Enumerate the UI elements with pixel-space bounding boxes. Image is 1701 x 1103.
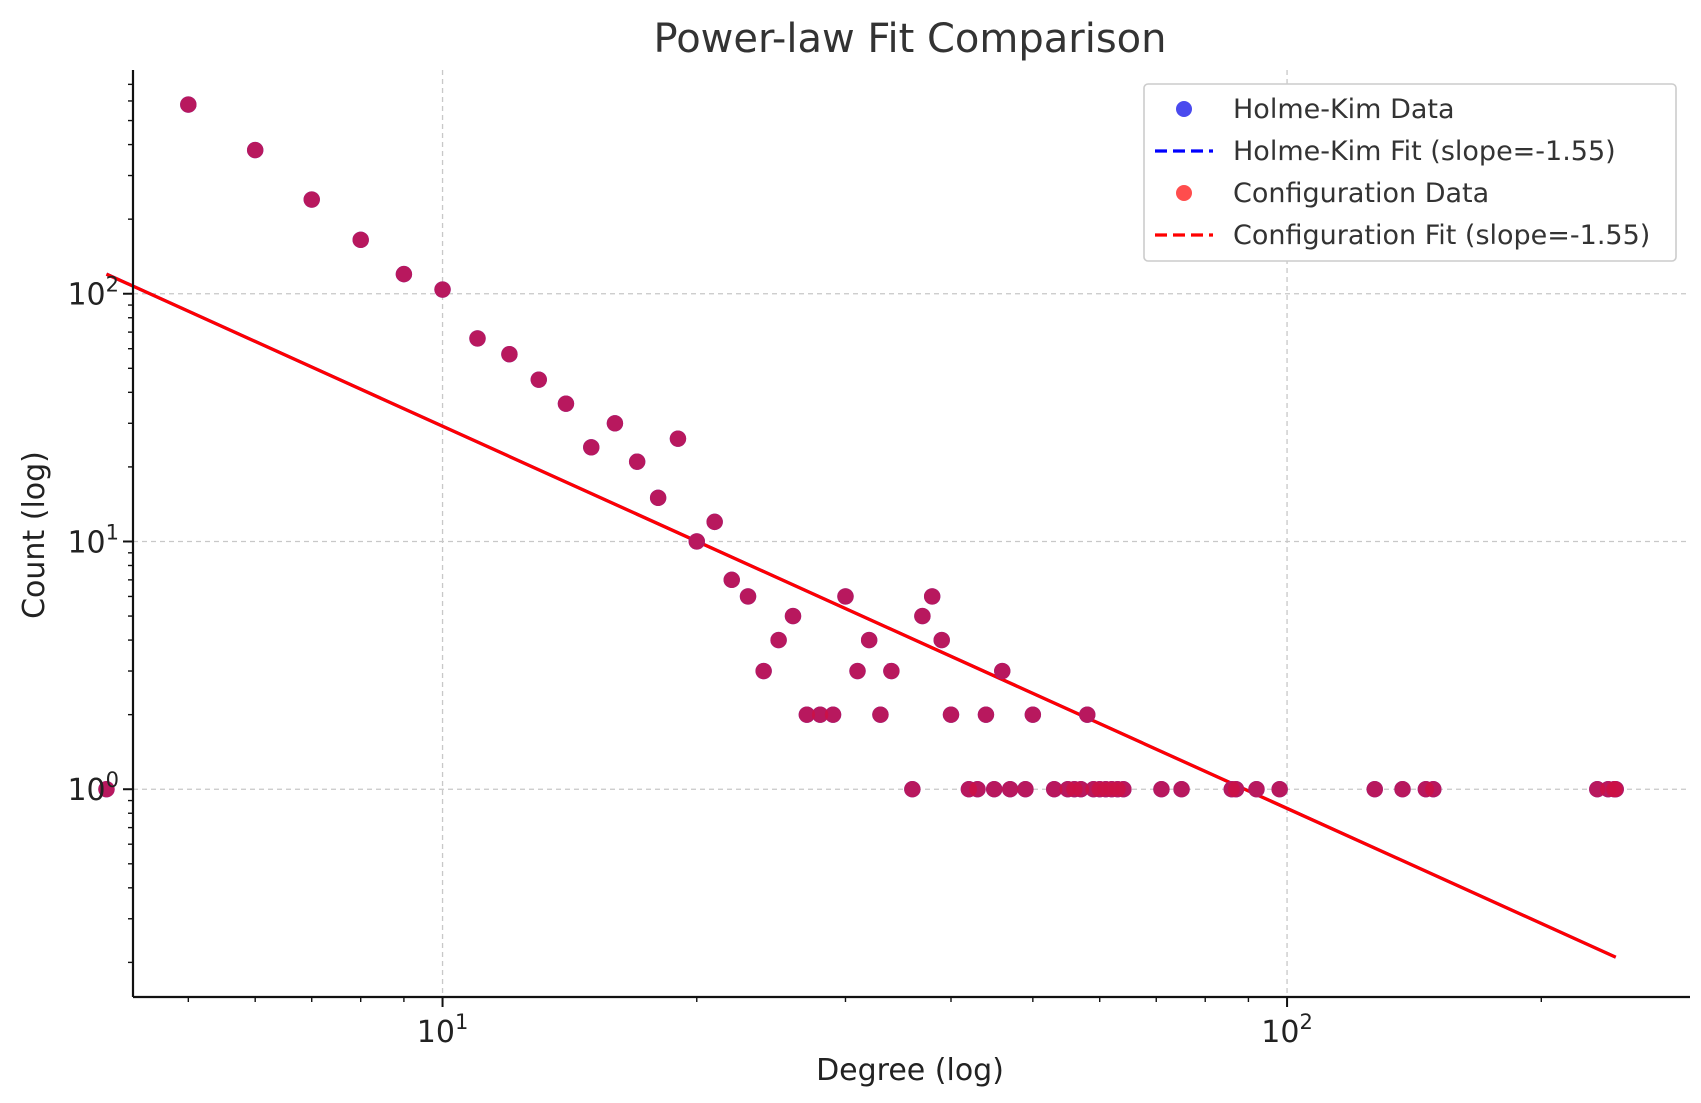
data-point — [933, 631, 950, 649]
data-point — [1046, 781, 1063, 798]
data-point — [1425, 781, 1442, 798]
data-point — [904, 781, 921, 798]
data-point — [837, 588, 854, 605]
data-point — [739, 588, 757, 605]
data-point — [942, 706, 960, 723]
data-point — [784, 607, 802, 625]
axis-ticks: 101 102 100 101 102 — [67, 273, 1312, 1050]
data-point — [860, 631, 878, 649]
x-tick-label: 102 — [1261, 1010, 1313, 1050]
data-point — [1607, 781, 1624, 798]
data-point — [969, 781, 986, 798]
data-point — [1248, 781, 1265, 798]
data-point — [469, 330, 486, 347]
data-point — [883, 662, 900, 680]
data-point — [872, 706, 889, 723]
data-point — [1394, 781, 1411, 798]
legend-label: Configuration Fit (slope=-1.55) — [1233, 220, 1650, 251]
data-point — [688, 533, 705, 550]
data-point — [303, 191, 320, 208]
data-point — [1001, 781, 1019, 798]
data-point — [628, 453, 646, 470]
data-point — [977, 706, 995, 723]
y-tick-label: 101 — [67, 520, 119, 560]
legend: Holme-Kim Data Holme-Kim Fit (slope=-1.55… — [1143, 83, 1677, 262]
data-point — [1079, 706, 1096, 723]
data-point — [606, 415, 624, 432]
data-point — [180, 96, 197, 113]
data-point — [583, 439, 600, 456]
data-point — [706, 513, 723, 531]
data-point — [770, 631, 787, 649]
legend-label: Holme-Kim Data — [1233, 94, 1455, 125]
fit-lines — [105, 272, 1617, 959]
data-point — [849, 662, 866, 680]
data-point — [1072, 781, 1090, 798]
data-point — [723, 571, 740, 589]
legend-marker-dot — [1176, 101, 1192, 117]
data-point — [755, 662, 772, 680]
data-point — [1271, 781, 1288, 798]
y-tick-label: 102 — [67, 273, 119, 313]
data-points — [98, 96, 1624, 798]
data-point — [811, 706, 829, 723]
data-point — [914, 607, 931, 625]
x-tick-label: 101 — [417, 1010, 469, 1050]
data-point — [557, 395, 575, 412]
x-axis-label: Degree (log) — [816, 1053, 1004, 1088]
data-point — [824, 706, 842, 723]
data-point — [434, 281, 451, 298]
data-point — [1153, 781, 1170, 798]
data-point — [1024, 706, 1042, 723]
data-point — [985, 781, 1003, 798]
data-point — [246, 141, 264, 159]
y-axis-label: Count (log) — [17, 451, 52, 619]
data-point — [1115, 781, 1132, 798]
data-point — [649, 489, 667, 507]
legend-marker-dot — [1176, 185, 1192, 201]
chart-title: Power-law Fit Comparison — [654, 16, 1167, 62]
data-point — [1017, 781, 1034, 798]
legend-box — [1143, 83, 1677, 262]
data-point — [501, 346, 518, 363]
data-point — [1227, 781, 1245, 798]
data-point — [98, 781, 115, 798]
data-point — [994, 662, 1011, 680]
data-point — [923, 588, 941, 605]
data-point — [798, 706, 816, 723]
data-point — [669, 430, 687, 447]
data-point — [352, 231, 369, 249]
legend-label: Configuration Data — [1233, 178, 1489, 209]
legend-label: Holme-Kim Fit (slope=-1.55) — [1233, 136, 1616, 167]
fit-line — [105, 272, 1617, 959]
data-point — [1173, 781, 1190, 798]
data-point — [530, 371, 547, 388]
data-point — [395, 265, 413, 283]
data-point — [1366, 781, 1383, 798]
y-tick-label: 100 — [67, 768, 119, 808]
